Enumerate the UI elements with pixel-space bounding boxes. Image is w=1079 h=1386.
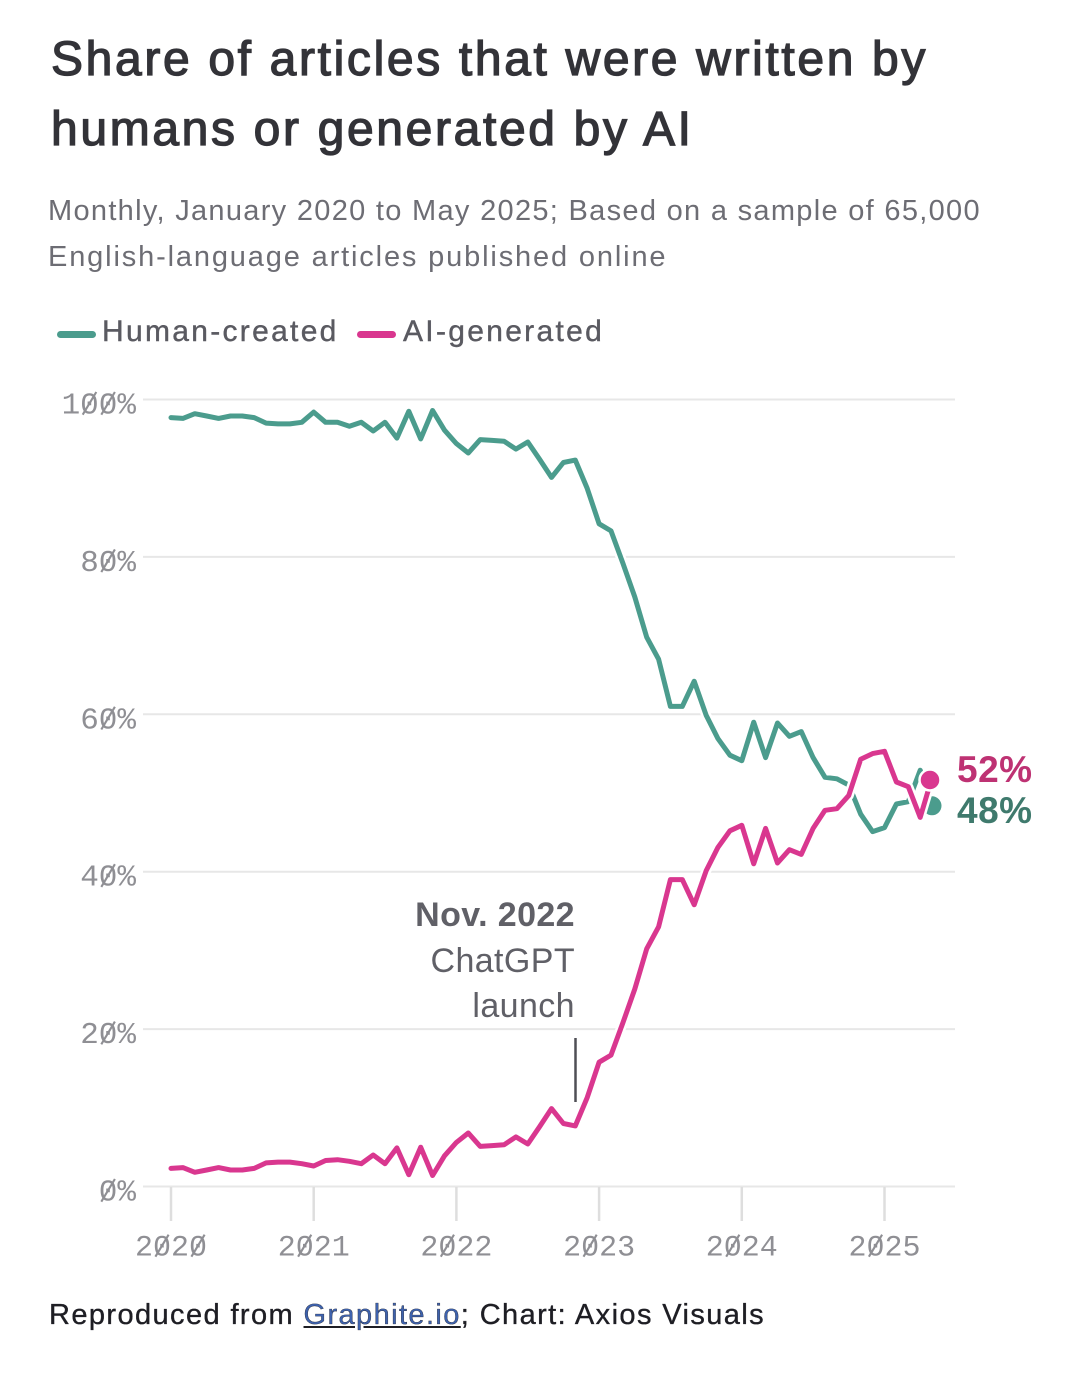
svg-text:2024: 2024 xyxy=(706,1232,778,1266)
svg-text:100%: 100% xyxy=(62,389,137,424)
svg-text:80%: 80% xyxy=(80,546,136,581)
svg-text:2022: 2022 xyxy=(420,1232,492,1266)
svg-text:2025: 2025 xyxy=(848,1232,920,1266)
svg-text:2021: 2021 xyxy=(278,1232,350,1266)
svg-text:0%: 0% xyxy=(99,1176,137,1211)
svg-text:2020: 2020 xyxy=(135,1232,207,1266)
svg-text:60%: 60% xyxy=(80,703,136,738)
svg-text:20%: 20% xyxy=(80,1018,136,1053)
svg-text:2023: 2023 xyxy=(563,1232,635,1266)
svg-text:40%: 40% xyxy=(80,861,136,896)
